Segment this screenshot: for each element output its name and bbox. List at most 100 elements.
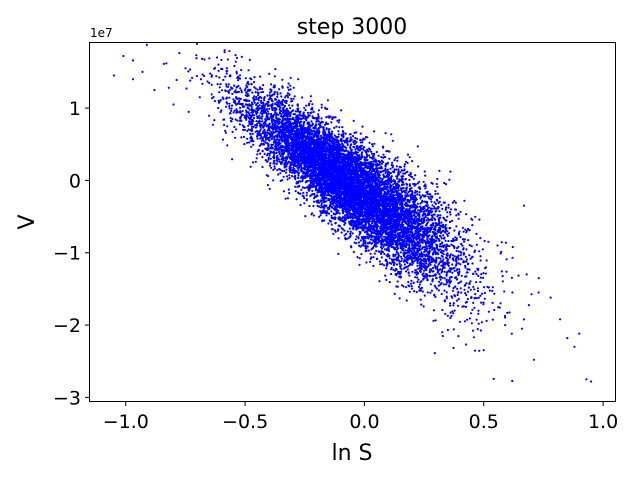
scatter-point [354,238,357,241]
scatter-point [476,289,479,293]
scatter-point [304,215,307,218]
scatter-point [402,285,405,288]
scatter-point [379,177,382,180]
scatter-point [522,204,526,207]
scatter-point [453,229,456,232]
scatter-point [437,289,440,292]
scatter-point [451,254,455,257]
scatter-point [491,318,494,321]
scatter-point [398,297,401,300]
scatter-point [457,290,460,293]
scatter-point [276,154,279,157]
scatter-point [394,258,397,261]
scatter-point [320,202,323,205]
scatter-point [407,271,410,275]
scatter-point [505,258,508,261]
scatter-point [421,255,424,258]
scatter-point [364,159,367,162]
scatter-point [468,317,471,320]
scatter-point [203,74,206,78]
scatter-point [252,97,255,100]
scatter-point [357,241,361,244]
scatter-point [430,268,433,271]
scatter-point [475,232,478,235]
scatter-point [274,102,277,105]
scatter-point [420,303,423,306]
scatter-point [478,349,481,352]
scatter-point [364,247,367,250]
scatter-point [268,154,271,157]
scatter-point [445,291,448,294]
scatter-point [215,56,219,59]
scatter-point [284,96,287,99]
scatter-point [225,105,228,108]
scatter-point [462,230,465,233]
scatter-point [281,155,284,158]
scatter-point [337,252,340,255]
scatter-point [372,163,375,166]
scatter-point [459,210,462,213]
scatter-point [319,210,322,213]
scatter-point [477,322,480,325]
scatter-point [332,232,335,235]
scatter-point [291,104,294,107]
scatter-point [424,255,427,258]
scatter-point [444,223,447,227]
scatter-point [317,201,321,204]
scatter-point [420,195,423,198]
scatter-point [333,134,336,137]
scatter-point [403,165,406,168]
scatter-point [464,305,468,308]
scatter-point [454,201,457,204]
scatter-point [391,166,394,169]
scatter-point [384,132,387,135]
scatter-point [277,104,280,107]
scatter-point [461,226,464,229]
scatter-point [434,319,437,322]
scatter-point [246,141,249,144]
scatter-point [464,301,467,304]
scatter-point [266,103,269,106]
scatter-point [371,247,374,250]
scatter-point [195,54,198,57]
scatter-point [452,328,455,331]
scatter-point [479,329,482,332]
scatter-point [464,343,468,346]
scatter-point [210,97,214,100]
scatter-point [240,68,243,72]
scatter-point [477,274,480,277]
scatter-point [359,132,362,135]
scatter-point [256,153,259,156]
scatter-point [442,234,445,237]
scatter-point [380,256,383,259]
scatter-point [463,288,466,291]
scatter-point [301,178,304,181]
scatter-point [330,130,333,133]
scatter-point [391,139,394,142]
scatter-point [452,302,455,305]
scatter-point [269,162,272,165]
scatter-point [406,170,409,173]
scatter-point [431,274,435,277]
scatter-point [451,219,454,222]
scatter-point [353,143,356,146]
scatter-point [438,210,441,213]
scatter-point [333,126,336,129]
scatter-point [286,178,289,181]
scatter-point [351,232,354,235]
scatter-point [423,200,426,203]
scatter-point [221,138,225,141]
scatter-point [410,287,414,290]
scatter-point [426,291,429,294]
scatter-point [268,187,271,190]
scatter-point [453,309,456,312]
scatter-point [305,104,308,107]
scatter-point [421,290,424,293]
scatter-point [256,88,259,91]
scatter-point [386,168,389,171]
scatter-point [311,189,314,192]
scatter-point [247,124,250,127]
scatter-point [475,318,478,321]
scatter-point [406,268,409,271]
